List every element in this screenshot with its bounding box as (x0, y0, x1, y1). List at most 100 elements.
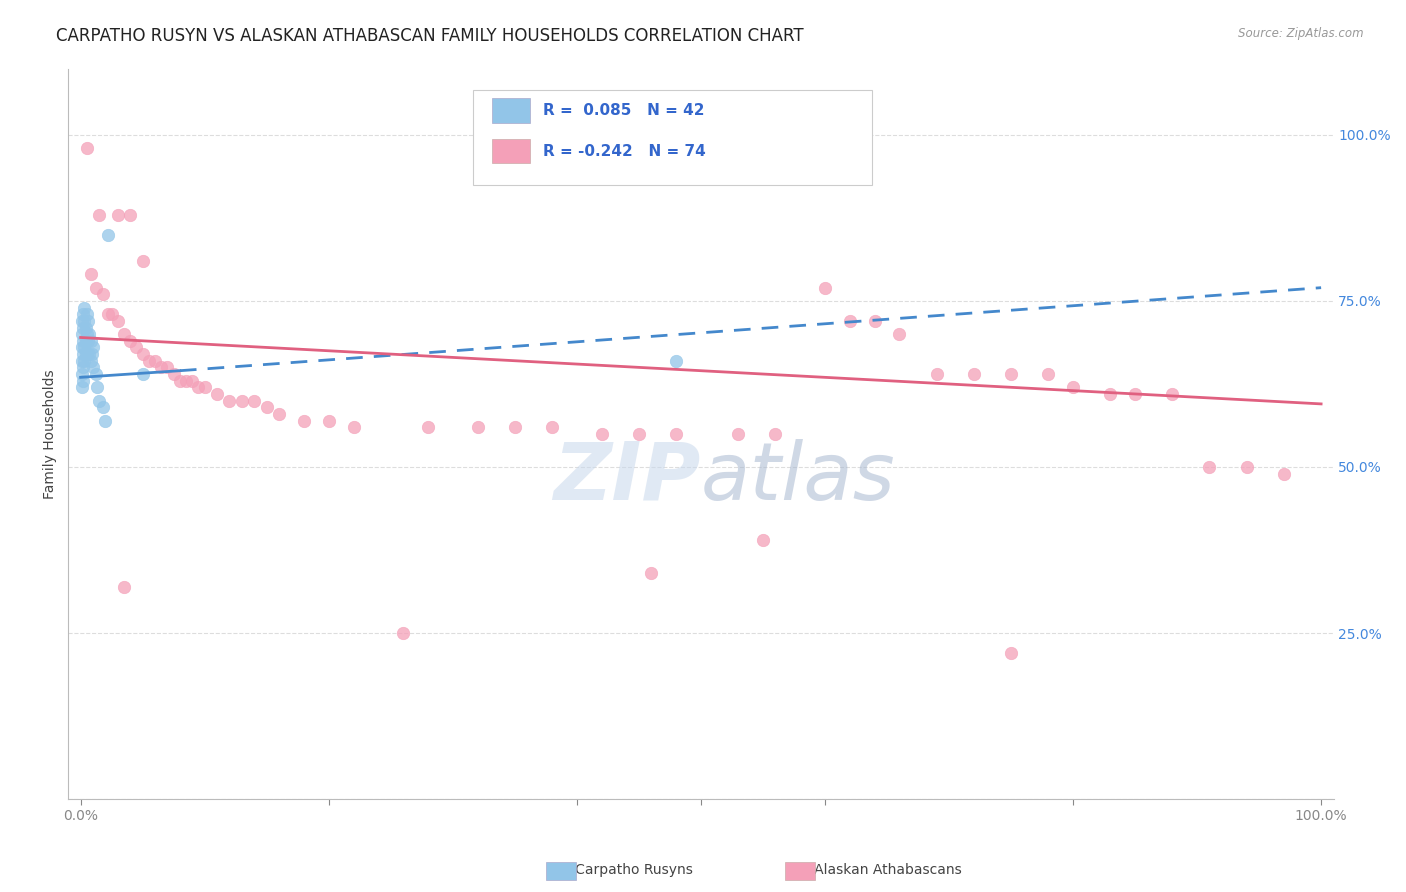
Point (131, 254, 153, 268)
Point (82, 341, 104, 355)
Point (75, 320, 97, 334)
Point (73, 301, 96, 315)
Point (89, 393, 111, 408)
Point (75, 347, 97, 361)
Point (763, 426, 786, 441)
Text: R = -0.242   N = 74: R = -0.242 N = 74 (543, 144, 706, 159)
Point (131, 367, 153, 381)
Point (503, 420, 526, 434)
Point (73, 314, 96, 328)
Point (1038, 367, 1060, 381)
Point (1272, 467, 1295, 481)
Point (125, 341, 148, 355)
Point (94, 413, 117, 427)
Point (1099, 387, 1122, 401)
Point (727, 426, 749, 441)
Point (120, 208, 142, 222)
Point (112, 327, 135, 342)
Point (156, 360, 179, 375)
Point (1000, 367, 1022, 381)
Point (70, 380, 93, 394)
Point (70, 353, 93, 368)
Point (73, 353, 96, 368)
Point (318, 413, 340, 427)
Text: Carpatho Rusyns: Carpatho Rusyns (562, 863, 693, 877)
Point (1062, 380, 1084, 394)
Point (752, 533, 775, 547)
Point (79, 334, 101, 348)
Point (169, 374, 191, 388)
Text: Alaskan Athabascans: Alaskan Athabascans (801, 863, 962, 877)
Point (143, 353, 166, 368)
Point (70, 327, 93, 342)
Point (89, 208, 111, 222)
Point (100, 307, 122, 321)
Point (150, 360, 173, 375)
Point (91, 401, 114, 415)
FancyBboxPatch shape (474, 90, 872, 186)
Y-axis label: Family Households: Family Households (44, 369, 58, 499)
Point (205, 387, 228, 401)
Point (218, 393, 240, 408)
Point (72, 360, 94, 375)
Point (107, 208, 129, 222)
Text: atlas: atlas (700, 439, 896, 516)
Point (70, 367, 93, 381)
Point (963, 367, 986, 381)
Point (1198, 460, 1220, 475)
Point (77, 314, 100, 328)
Text: Source: ZipAtlas.com: Source: ZipAtlas.com (1239, 27, 1364, 40)
Point (79, 353, 101, 368)
Point (392, 626, 415, 640)
Point (174, 374, 197, 388)
Point (75, 334, 97, 348)
Point (416, 420, 439, 434)
Point (187, 380, 209, 394)
Point (73, 341, 96, 355)
Point (72, 307, 94, 321)
Point (80, 347, 103, 361)
Point (640, 566, 662, 581)
Point (79, 327, 101, 342)
Bar (492, 138, 530, 163)
Point (97, 227, 120, 242)
Point (72, 334, 94, 348)
Point (814, 281, 837, 295)
Point (76, 347, 98, 361)
Point (925, 367, 948, 381)
Point (70, 341, 93, 355)
Point (541, 420, 564, 434)
Point (1000, 646, 1022, 660)
Point (76, 141, 98, 155)
Point (591, 426, 613, 441)
Point (82, 360, 104, 375)
Point (77, 334, 100, 348)
Point (838, 314, 860, 328)
Point (138, 353, 160, 368)
Point (292, 413, 315, 427)
Point (91, 287, 114, 301)
Point (665, 353, 688, 368)
Point (72, 320, 94, 334)
Point (84, 367, 107, 381)
Point (84, 281, 107, 295)
Text: CARPATHO RUSYN VS ALASKAN ATHABASCAN FAMILY HOUSEHOLDS CORRELATION CHART: CARPATHO RUSYN VS ALASKAN ATHABASCAN FAM… (56, 27, 804, 45)
Point (72, 347, 94, 361)
Bar (492, 98, 530, 123)
Point (72, 374, 94, 388)
Point (107, 314, 129, 328)
Point (269, 407, 291, 421)
Point (79, 268, 101, 282)
Point (76, 327, 98, 342)
Point (243, 393, 266, 408)
Point (342, 420, 364, 434)
Text: ZIP: ZIP (554, 439, 700, 516)
Point (76, 307, 98, 321)
Point (112, 580, 135, 594)
Point (131, 347, 153, 361)
Point (1236, 460, 1258, 475)
Point (79, 347, 101, 361)
Point (1123, 387, 1146, 401)
Point (120, 334, 142, 348)
Point (889, 327, 911, 342)
